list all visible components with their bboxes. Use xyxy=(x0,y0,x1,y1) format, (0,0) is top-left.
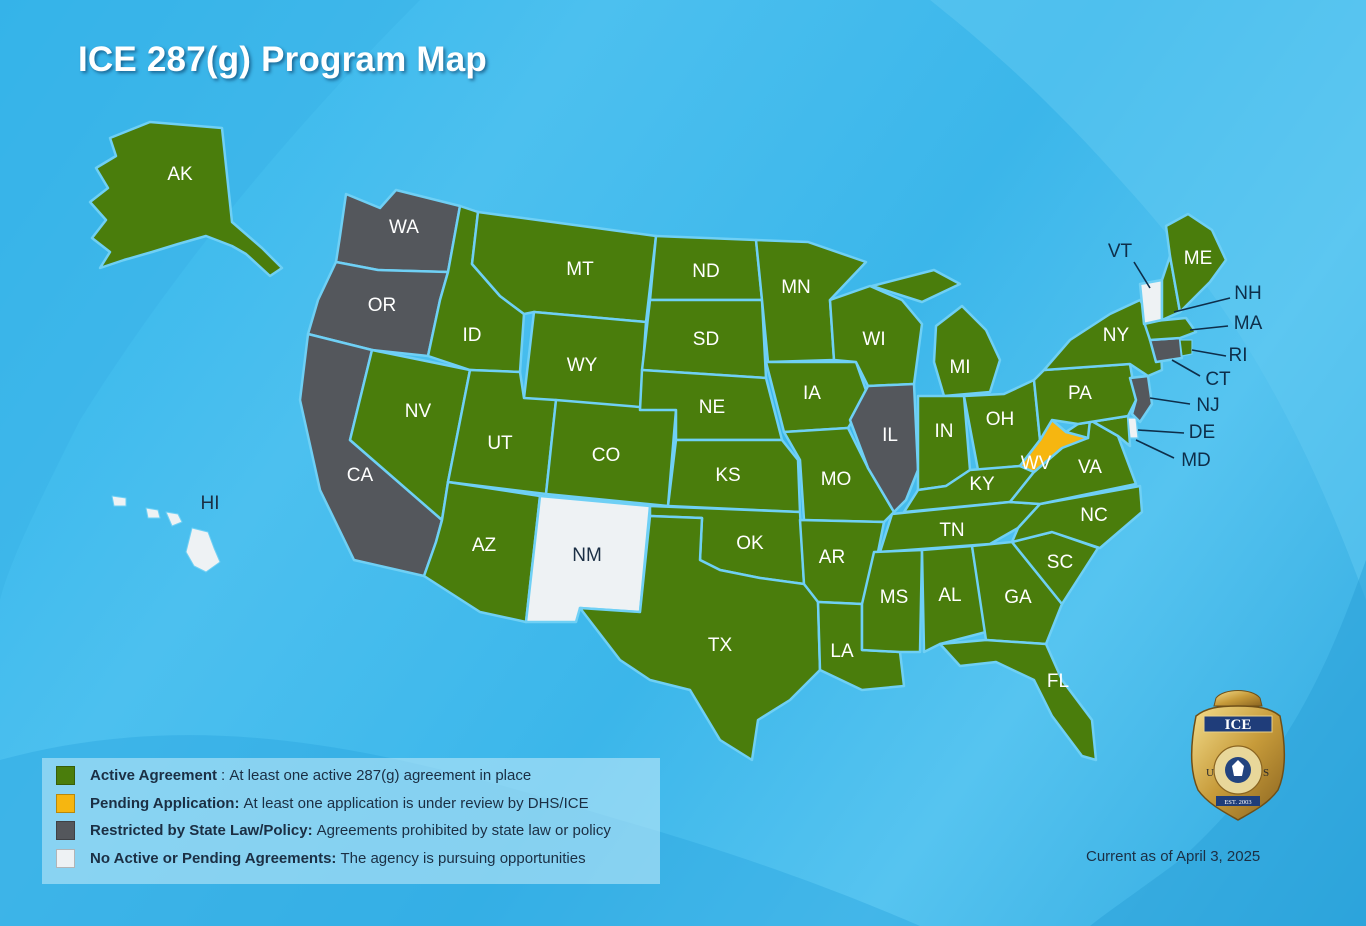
badge-left-letter: U xyxy=(1206,767,1214,779)
state-il[interactable] xyxy=(848,382,920,514)
label-nc: NC xyxy=(1080,505,1107,526)
label-ms: MS xyxy=(880,587,909,608)
label-ct: CT xyxy=(1205,369,1231,390)
state-ak[interactable] xyxy=(88,120,284,278)
badge-est-text: EST. 2003 xyxy=(1224,799,1251,806)
legend-swatch-pending xyxy=(56,793,75,813)
state-ks[interactable] xyxy=(666,438,802,514)
legend-item-active: Active Agreement: At least one active 28… xyxy=(56,764,531,786)
state-ga[interactable] xyxy=(970,540,1064,646)
state-mo[interactable] xyxy=(782,426,896,524)
updated-date: Current as of April 3, 2025 xyxy=(1086,848,1261,865)
label-wi: WI xyxy=(862,329,885,350)
state-al[interactable] xyxy=(920,544,988,654)
legend-label: Active Agreement xyxy=(90,766,217,784)
label-ny: NY xyxy=(1103,325,1130,346)
label-ca: CA xyxy=(347,465,374,486)
label-ia: IA xyxy=(803,383,821,404)
legend-desc: Agreements prohibited by state law or po… xyxy=(316,821,611,839)
badge-right-letter: S xyxy=(1263,767,1269,779)
legend: Active Agreement: At least one active 28… xyxy=(42,758,660,884)
state-de[interactable] xyxy=(1127,417,1139,439)
label-hi: HI xyxy=(201,493,220,514)
label-nm: NM xyxy=(572,545,602,566)
legend-label: Pending Application: xyxy=(90,794,240,812)
label-ma: MA xyxy=(1234,313,1263,334)
legend-item-none: No Active or Pending Agreements: The age… xyxy=(56,847,586,869)
label-ut: UT xyxy=(487,433,513,454)
state-fl[interactable] xyxy=(938,638,1098,762)
label-az: AZ xyxy=(472,535,497,556)
label-wa: WA xyxy=(389,217,419,238)
state-ma[interactable] xyxy=(1142,316,1198,342)
state-me[interactable] xyxy=(1164,212,1228,314)
label-tn: TN xyxy=(939,520,964,541)
label-mo: MO xyxy=(821,469,852,490)
label-co: CO xyxy=(592,445,621,466)
state-ct[interactable] xyxy=(1148,336,1184,364)
legend-desc: The agency is pursuing opportunities xyxy=(340,849,586,867)
label-fl: FL xyxy=(1047,671,1069,692)
legend-label: Restricted by State Law/Policy: xyxy=(90,821,313,839)
legend-item-restricted: Restricted by State Law/Policy: Agreemen… xyxy=(56,819,611,841)
label-mt: MT xyxy=(566,259,594,280)
label-ri: RI xyxy=(1229,345,1248,366)
label-id: ID xyxy=(463,325,482,346)
label-md: MD xyxy=(1181,450,1211,471)
label-ks: KS xyxy=(715,465,740,486)
badge-top-text: ICE xyxy=(1225,717,1252,733)
state-hi[interactable] xyxy=(111,495,221,573)
label-ne: NE xyxy=(699,397,725,418)
state-labels: AK HI WA OR CA NV ID MT WY UT CO AZ NM N… xyxy=(167,164,1262,692)
label-de: DE xyxy=(1189,422,1215,443)
label-nd: ND xyxy=(692,261,719,282)
legend-label: No Active or Pending Agreements: xyxy=(90,849,337,867)
label-or: OR xyxy=(368,295,397,316)
label-in: IN xyxy=(935,421,954,442)
state-vt[interactable] xyxy=(1138,278,1164,326)
map-title: ICE 287(g) Program Map xyxy=(78,40,487,79)
label-ar: AR xyxy=(819,547,845,568)
label-leader-lines xyxy=(1133,261,1231,459)
label-sc: SC xyxy=(1047,552,1073,573)
label-nv: NV xyxy=(405,401,432,422)
state-ri[interactable] xyxy=(1179,339,1193,357)
legend-desc: At least one active 287(g) agreement in … xyxy=(229,766,532,784)
states-layer xyxy=(88,120,1228,762)
label-pa: PA xyxy=(1068,383,1092,404)
label-me: ME xyxy=(1184,248,1213,269)
label-al: AL xyxy=(938,585,961,606)
label-ok: OK xyxy=(736,533,764,554)
label-la: LA xyxy=(830,641,854,662)
label-va: VA xyxy=(1078,457,1102,478)
legend-desc: At least one application is under review… xyxy=(243,794,589,812)
label-sd: SD xyxy=(693,329,719,350)
label-nh: NH xyxy=(1234,283,1261,304)
label-ga: GA xyxy=(1004,587,1032,608)
label-ky: KY xyxy=(969,474,995,495)
legend-swatch-none xyxy=(56,848,75,868)
label-vt: VT xyxy=(1108,241,1133,262)
legend-item-pending: Pending Application: At least one applic… xyxy=(56,792,589,814)
ice-badge-logo: ICE U S EST. 2003 xyxy=(1190,690,1286,821)
state-mi[interactable] xyxy=(870,268,1002,398)
label-wv: WV xyxy=(1021,453,1052,474)
label-wy: WY xyxy=(567,355,598,376)
state-tx[interactable] xyxy=(578,514,822,762)
legend-swatch-active xyxy=(56,765,75,785)
label-nj: NJ xyxy=(1196,395,1219,416)
legend-swatch-restricted xyxy=(56,820,75,840)
label-oh: OH xyxy=(986,409,1015,430)
label-il: IL xyxy=(882,425,898,446)
label-ak: AK xyxy=(167,164,193,185)
label-mn: MN xyxy=(781,277,811,298)
label-tx: TX xyxy=(708,635,733,656)
label-mi: MI xyxy=(949,357,970,378)
